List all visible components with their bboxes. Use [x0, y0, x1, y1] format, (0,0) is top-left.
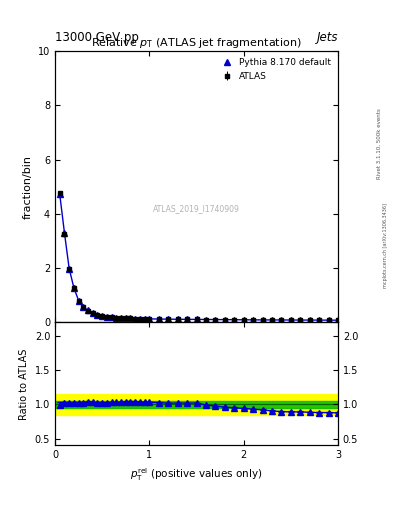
Pythia 8.170 default: [175, 316, 180, 323]
Pythia 8.170 default: [194, 316, 199, 323]
X-axis label: $p_{\rm T}^{\rm rel}$ (positive values only): $p_{\rm T}^{\rm rel}$ (positive values o…: [130, 466, 263, 483]
Pythia 8.170 default: [95, 312, 100, 318]
Text: Rivet 3.1.10, 500k events: Rivet 3.1.10, 500k events: [377, 108, 382, 179]
Line: Pythia 8.170 default: Pythia 8.170 default: [57, 191, 341, 323]
Pythia 8.170 default: [114, 314, 119, 321]
Pythia 8.170 default: [185, 316, 189, 323]
Pythia 8.170 default: [213, 316, 218, 323]
Pythia 8.170 default: [123, 315, 128, 321]
Y-axis label: Ratio to ATLAS: Ratio to ATLAS: [19, 348, 29, 419]
Pythia 8.170 default: [142, 316, 147, 322]
Pythia 8.170 default: [81, 304, 86, 310]
Pythia 8.170 default: [166, 316, 171, 322]
Title: Relative $p_{\rm T}$ (ATLAS jet fragmentation): Relative $p_{\rm T}$ (ATLAS jet fragment…: [91, 36, 302, 50]
Text: mcplots.cern.ch [arXiv:1306.3436]: mcplots.cern.ch [arXiv:1306.3436]: [383, 203, 387, 288]
Legend: Pythia 8.170 default, ATLAS: Pythia 8.170 default, ATLAS: [216, 56, 334, 83]
Pythia 8.170 default: [270, 317, 274, 323]
Pythia 8.170 default: [251, 317, 255, 323]
Y-axis label: fraction/bin: fraction/bin: [22, 155, 32, 219]
Bar: [55, 394, 338, 415]
Pythia 8.170 default: [156, 316, 161, 322]
Pythia 8.170 default: [326, 317, 331, 323]
Pythia 8.170 default: [279, 317, 284, 323]
Text: Jets: Jets: [316, 31, 338, 44]
Pythia 8.170 default: [288, 317, 293, 323]
Pythia 8.170 default: [317, 317, 321, 323]
Pythia 8.170 default: [204, 316, 208, 323]
Pythia 8.170 default: [57, 191, 62, 198]
Pythia 8.170 default: [128, 315, 133, 322]
Pythia 8.170 default: [222, 316, 227, 323]
Pythia 8.170 default: [119, 315, 123, 321]
Pythia 8.170 default: [72, 285, 76, 291]
Text: 13000 GeV pp: 13000 GeV pp: [55, 31, 139, 44]
Pythia 8.170 default: [105, 314, 109, 320]
Pythia 8.170 default: [147, 316, 152, 322]
Pythia 8.170 default: [298, 317, 303, 323]
Pythia 8.170 default: [86, 307, 90, 313]
Pythia 8.170 default: [62, 230, 67, 236]
Pythia 8.170 default: [90, 310, 95, 316]
Text: ATLAS_2019_I1740909: ATLAS_2019_I1740909: [153, 204, 240, 213]
Pythia 8.170 default: [76, 297, 81, 304]
Pythia 8.170 default: [232, 316, 237, 323]
Pythia 8.170 default: [100, 313, 105, 319]
Pythia 8.170 default: [260, 317, 265, 323]
Bar: [55, 401, 338, 408]
Pythia 8.170 default: [109, 314, 114, 321]
Pythia 8.170 default: [307, 317, 312, 323]
Pythia 8.170 default: [133, 315, 138, 322]
Pythia 8.170 default: [67, 266, 72, 272]
Pythia 8.170 default: [336, 317, 340, 323]
Pythia 8.170 default: [138, 315, 142, 322]
Pythia 8.170 default: [241, 317, 246, 323]
